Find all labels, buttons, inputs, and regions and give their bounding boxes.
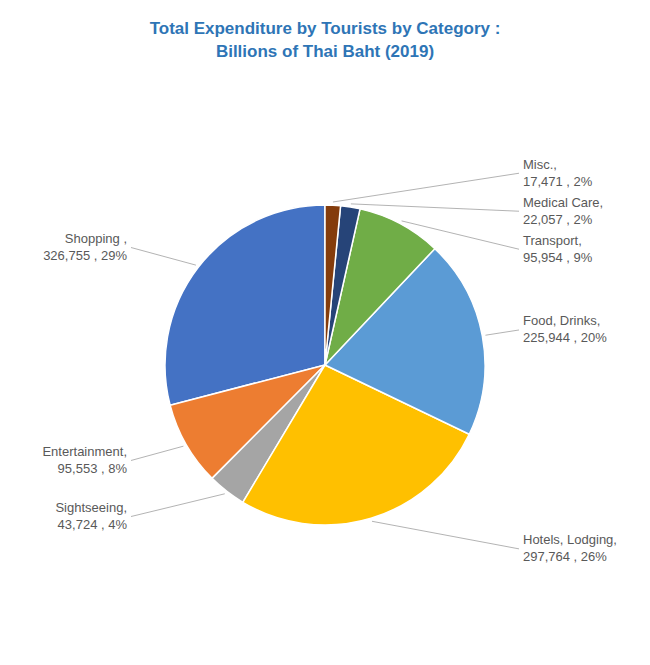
slice-label: Entertainment,95,553 , 8% — [42, 444, 127, 476]
slice-label: Sightseeing,43,724 , 4% — [55, 500, 127, 532]
slice-label: Hotels, Lodging,297,764 , 26% — [523, 532, 617, 564]
slice-label: Medical Care,22,057 , 2% — [523, 195, 603, 227]
leader-line — [131, 446, 183, 460]
leader-line — [131, 248, 196, 266]
title: Total Expenditure by Tourists by Categor… — [150, 19, 501, 61]
slice-label: Misc.,17,471 , 2% — [523, 157, 593, 189]
labels: Shopping ,326,755 , 29% Entertainment,95,… — [42, 157, 617, 565]
leader-line — [485, 330, 519, 335]
leader-line — [372, 521, 519, 549]
slice-label: Transport,95,954 , 9% — [523, 233, 593, 265]
leader-line — [351, 204, 519, 211]
leader-line — [402, 221, 519, 249]
slice — [325, 205, 341, 365]
slice — [325, 206, 360, 365]
leader-line — [333, 173, 519, 202]
leader-line — [131, 494, 225, 517]
slices — [165, 205, 485, 525]
slice-label: Shopping ,326,755 , 29% — [43, 231, 127, 263]
slice-label: Food, Drinks,225,944 , 20% — [523, 313, 607, 345]
chart: Total Expenditure by Tourists by Categor… — [0, 0, 650, 665]
